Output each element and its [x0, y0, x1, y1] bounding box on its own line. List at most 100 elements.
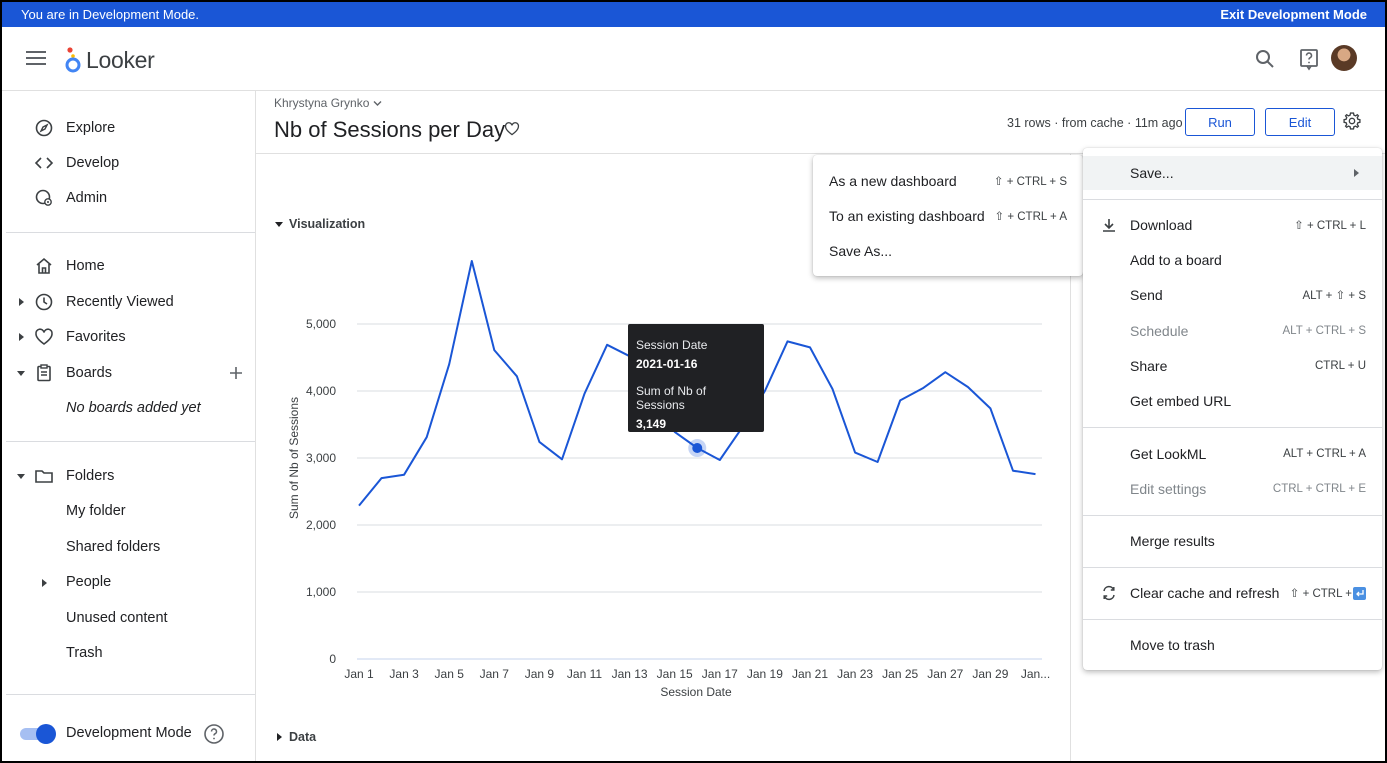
visualization-toggle[interactable]: Visualization	[274, 217, 365, 231]
x-tick-label: Jan 21	[792, 667, 828, 681]
caret-down-icon	[275, 222, 283, 227]
data-point	[897, 397, 903, 403]
caret-down-icon[interactable]	[16, 368, 26, 378]
folder-people[interactable]: People	[66, 574, 112, 590]
sidebar-item-admin[interactable]: Admin	[2, 181, 255, 215]
data-label: Data	[289, 730, 317, 744]
owner-breadcrumb[interactable]: Khrystyna Grynko	[274, 96, 382, 110]
menu-item-download[interactable]: Download ⇧ + CTRL + L	[1083, 208, 1382, 242]
folder-trash[interactable]: Trash	[66, 645, 103, 661]
owner-name: Khrystyna Grynko	[274, 96, 370, 110]
sidebar-item-label: Favorites	[66, 329, 126, 345]
dev-mode-toggle[interactable]	[20, 724, 56, 744]
gear-menu: Save... Download ⇧ + CTRL + L Add to a b…	[1083, 148, 1382, 670]
run-button[interactable]: Run	[1185, 108, 1255, 136]
y-tick-label: 2,000	[306, 518, 336, 532]
logo-text: Looker	[86, 46, 155, 73]
gear-icon[interactable]	[1342, 111, 1362, 131]
boards-empty-message: No boards added yet	[66, 400, 201, 416]
menu-item-get-embed-url[interactable]: Get embed URL	[1130, 393, 1232, 409]
data-toggle[interactable]: Data	[274, 730, 316, 744]
tooltip-dim-value: 2021-01-16	[636, 357, 698, 371]
menu-item-merge-results[interactable]: Merge results	[1130, 533, 1215, 549]
tooltip-dim-label: Session Date	[636, 338, 708, 352]
panel-divider	[1070, 154, 1071, 761]
search-icon[interactable]	[1253, 47, 1277, 71]
menu-item-clear-cache[interactable]: Clear cache and refresh ⇧ + CTRL +	[1083, 576, 1382, 610]
dev-mode-banner: You are in Development Mode. Exit Develo…	[2, 2, 1385, 27]
y-tick-label: 5,000	[306, 317, 336, 331]
query-status: 31 rows · from cache · 11m ago	[1007, 116, 1183, 130]
clipboard-icon	[37, 364, 51, 382]
page-title: Nb of Sessions per Day	[274, 117, 506, 142]
data-point	[1010, 468, 1016, 474]
admin-gear-icon	[35, 189, 52, 206]
exit-dev-mode-link[interactable]: Exit Development Mode	[1220, 7, 1367, 22]
x-tick-label: Jan 15	[657, 667, 693, 681]
tooltip-measure-value: 3,149	[636, 417, 667, 431]
data-point	[424, 434, 430, 440]
looker-logo[interactable]: Looker	[64, 45, 155, 75]
folder-icon	[35, 470, 53, 483]
help-icon[interactable]	[1297, 47, 1321, 71]
help-circle-icon[interactable]	[203, 723, 225, 745]
caret-down-icon[interactable]	[16, 471, 26, 481]
menu-item-share[interactable]: Share CTRL + U	[1130, 358, 1366, 374]
menu-item-send[interactable]: Send ALT + ⇧ + S	[1130, 287, 1366, 303]
data-point	[356, 503, 362, 509]
x-tick-label: Jan 13	[612, 667, 648, 681]
caret-right-icon[interactable]	[16, 297, 26, 307]
chevron-down-icon	[373, 101, 382, 106]
x-tick-label: Jan 5	[435, 667, 465, 681]
data-point	[965, 384, 971, 390]
sidebar-item-label: Home	[66, 258, 105, 274]
data-point	[807, 344, 813, 350]
menu-item-schedule: Schedule ALT + CTRL + S	[1130, 323, 1366, 339]
menu-item-save[interactable]: Save...	[1083, 156, 1382, 190]
menu-item-add-to-board[interactable]: Add to a board	[1130, 252, 1222, 268]
sidebar-item-home[interactable]: Home	[2, 249, 255, 283]
return-key-icon	[1353, 586, 1366, 600]
folder-my-folder[interactable]: My folder	[66, 503, 126, 519]
sidebar-item-boards[interactable]: Boards	[2, 356, 255, 390]
folder-unused-content[interactable]: Unused content	[66, 610, 168, 626]
menu-item-get-lookml[interactable]: Get LookML ALT + CTRL + A	[1130, 446, 1366, 462]
sidebar-item-develop[interactable]: Develop	[2, 146, 255, 180]
caret-right-icon	[1354, 169, 1359, 177]
sidebar-item-explore[interactable]: Explore	[2, 111, 255, 145]
caret-right-icon[interactable]	[16, 332, 26, 342]
favorite-heart-icon[interactable]	[504, 121, 520, 137]
caret-right-icon	[277, 733, 282, 741]
save-as[interactable]: Save As...	[829, 243, 893, 259]
x-tick-label: Jan 17	[702, 667, 738, 681]
y-tick-label: 0	[329, 652, 336, 666]
x-tick-label: Jan 29	[972, 667, 1008, 681]
data-point	[379, 475, 385, 481]
caret-right-icon[interactable]	[39, 578, 49, 588]
save-to-existing-dashboard[interactable]: To an existing dashboard ⇧ + CTRL + A	[829, 208, 1067, 224]
data-point	[401, 472, 407, 478]
sidebar-item-favorites[interactable]: Favorites	[2, 320, 255, 354]
sidebar-item-recently-viewed[interactable]: Recently Viewed	[2, 285, 255, 319]
look-main: Khrystyna Grynko Nb of Sessions per Day …	[256, 91, 1385, 761]
sidebar-divider	[6, 232, 255, 233]
folder-shared-folders[interactable]: Shared folders	[66, 539, 161, 555]
data-point	[942, 369, 948, 375]
sidebar: Explore Develop Admin Home	[2, 91, 256, 761]
sidebar-item-label: Develop	[66, 155, 120, 171]
x-tick-label: Jan...	[1021, 667, 1050, 681]
x-tick-label: Jan 27	[927, 667, 963, 681]
data-point	[1033, 471, 1039, 477]
line-chart: 0 1,000 2,000 3,000 4,000 5,000 Jan 1 Jan 3 Jan …	[287, 260, 1050, 699]
data-point	[875, 459, 881, 465]
sidebar-item-folders[interactable]: Folders	[2, 459, 255, 493]
hamburger-menu-icon[interactable]	[26, 51, 46, 67]
user-avatar[interactable]	[1331, 45, 1357, 71]
menu-item-move-to-trash[interactable]: Move to trash	[1130, 637, 1215, 653]
x-tick-label: Jan 23	[837, 667, 873, 681]
sidebar-item-label: Folders	[66, 468, 115, 484]
add-board-plus-icon[interactable]	[229, 366, 243, 380]
save-as-new-dashboard[interactable]: As a new dashboard ⇧ + CTRL + S	[829, 173, 1067, 189]
data-point	[604, 342, 610, 348]
edit-button[interactable]: Edit	[1265, 108, 1335, 136]
